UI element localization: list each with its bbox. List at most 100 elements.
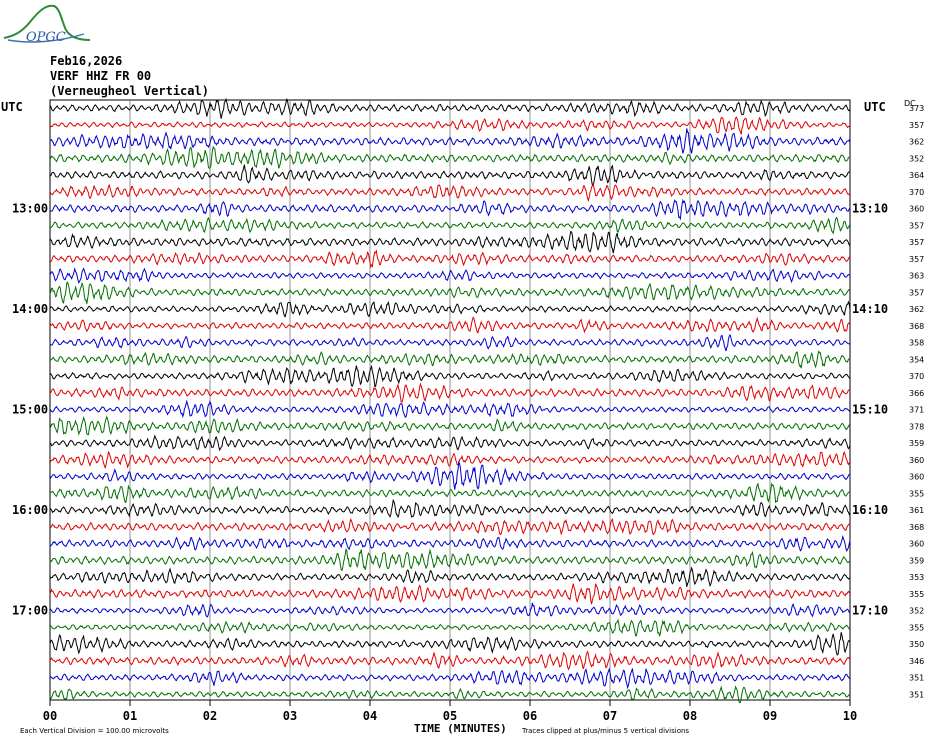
seismic-trace — [49, 482, 851, 504]
seismic-trace — [49, 267, 851, 284]
seismic-trace — [49, 333, 851, 352]
logo-text: OPGC — [26, 30, 66, 45]
seismic-traces — [49, 97, 851, 704]
right-time-label: 17:10 — [852, 604, 888, 618]
dc-value: 360 — [909, 473, 924, 482]
dc-value: 355 — [909, 489, 924, 498]
header-date: Feb16,2026 — [50, 54, 122, 68]
dc-value: 346 — [909, 657, 924, 666]
seismic-trace — [49, 145, 851, 169]
minute-gridlines — [129, 100, 771, 700]
dc-value: 357 — [909, 288, 924, 297]
dc-value: 357 — [909, 121, 924, 130]
x-tick-label: 10 — [843, 709, 857, 723]
dc-value: 366 — [909, 389, 924, 398]
left-time-label: 16:00 — [12, 503, 48, 517]
dc-header: DC — [904, 99, 916, 108]
dc-value: 360 — [909, 456, 924, 465]
dc-value: 355 — [909, 590, 924, 599]
dc-value: 351 — [909, 690, 924, 699]
dc-value: 360 — [909, 540, 924, 549]
dc-value: 359 — [909, 556, 924, 565]
right-time-label: 15:10 — [852, 403, 888, 417]
dc-value: 354 — [909, 355, 924, 364]
x-tick-label: 04 — [363, 709, 377, 723]
seismic-trace — [49, 316, 851, 334]
dc-value: 362 — [909, 305, 924, 314]
x-tick-label: 06 — [523, 709, 537, 723]
dc-value: 371 — [909, 406, 924, 415]
dc-value: 362 — [909, 138, 924, 147]
seismic-trace — [49, 198, 851, 221]
dc-value: 357 — [909, 238, 924, 247]
right-time-label: 16:10 — [852, 503, 888, 517]
seismic-trace — [49, 434, 851, 452]
x-tick-label: 00 — [43, 709, 57, 723]
left-time-labels: 13:00 14:00 15:00 16:00 17:00 — [12, 202, 48, 618]
dc-value: 363 — [909, 272, 924, 281]
dc-value: 370 — [909, 188, 924, 197]
seismic-trace — [49, 517, 851, 536]
left-time-label: 14:00 — [12, 302, 48, 316]
header-location: (Verneugheol Vertical) — [50, 84, 209, 98]
seismic-trace — [49, 498, 851, 519]
opgc-logo: OPGC — [3, 4, 91, 45]
seismic-trace — [49, 548, 851, 572]
dc-value: 357 — [909, 255, 924, 264]
logo-swoosh-icon — [7, 33, 85, 43]
dc-value: 368 — [909, 322, 924, 331]
dc-value: 358 — [909, 339, 924, 348]
dc-value: 351 — [909, 674, 924, 683]
seismic-trace — [49, 216, 851, 235]
x-axis-title: TIME (MINUTES) — [414, 722, 507, 735]
right-time-label: 14:10 — [852, 302, 888, 316]
logo-mountain-icon — [3, 4, 91, 41]
dc-value: 357 — [909, 221, 924, 230]
dc-value: 355 — [909, 623, 924, 632]
seismic-trace — [49, 667, 851, 690]
x-tick-label: 02 — [203, 709, 217, 723]
seismic-trace — [49, 249, 851, 269]
seismic-trace — [49, 382, 851, 403]
left-axis-title: UTC — [1, 100, 23, 114]
seismic-trace — [49, 583, 851, 605]
x-tick-label: 03 — [283, 709, 297, 723]
dc-value: 364 — [909, 171, 924, 180]
left-time-label: 15:00 — [12, 403, 48, 417]
x-tick-label: 05 — [443, 709, 457, 723]
footer-left-note: Each Vertical Division = 100.00 microvol… — [20, 727, 169, 735]
left-time-label: 13:00 — [12, 202, 48, 216]
seismic-trace — [49, 399, 851, 419]
left-time-label: 17:00 — [12, 604, 48, 618]
seismic-trace — [49, 128, 851, 154]
seismic-trace — [49, 650, 851, 671]
dc-value: 370 — [909, 372, 924, 381]
seismic-trace — [49, 364, 851, 388]
dc-value: 350 — [909, 640, 924, 649]
seismic-trace — [49, 618, 851, 638]
seismic-trace — [49, 632, 851, 656]
dc-value: 359 — [909, 439, 924, 448]
seismic-trace — [49, 97, 851, 119]
dc-value: 352 — [909, 154, 924, 163]
x-tick-label: 01 — [123, 709, 137, 723]
seismic-trace — [49, 566, 851, 588]
x-tick-label: 07 — [603, 709, 617, 723]
header-station: VERF HHZ FR 00 — [50, 69, 151, 83]
seismic-trace — [49, 116, 851, 135]
dc-value: 378 — [909, 422, 924, 431]
dc-value: 368 — [909, 523, 924, 532]
seismic-trace — [49, 460, 851, 490]
seismic-trace — [49, 281, 851, 305]
seismic-trace — [49, 602, 851, 618]
seismic-trace — [49, 300, 851, 318]
right-axis-title: UTC — [864, 100, 886, 114]
dc-offset-labels: 373 357 362 352 364 370 360 357 357 357 363 357 362 3… — [909, 104, 924, 699]
dc-value: 353 — [909, 573, 924, 582]
x-tick-label: 08 — [683, 709, 697, 723]
x-tick-label: 09 — [763, 709, 777, 723]
seismic-trace — [49, 535, 851, 553]
right-time-labels: 13:10 14:10 15:10 16:10 17:10 — [852, 202, 888, 618]
seismic-trace — [49, 415, 851, 437]
